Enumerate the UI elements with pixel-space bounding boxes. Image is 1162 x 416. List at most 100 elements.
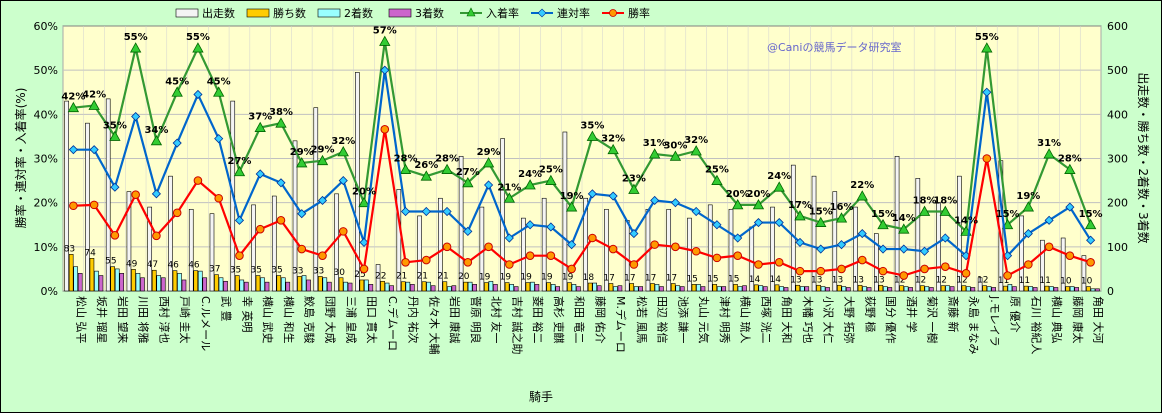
second-bar (883, 286, 888, 292)
third-bar (825, 287, 830, 292)
x-tick-label: 幸 英明 (240, 296, 254, 333)
top3-rate-label: 32% (684, 135, 708, 146)
top2-rate-point (919, 246, 930, 256)
win-rate-point (131, 190, 140, 200)
top3-rate-point (773, 181, 785, 192)
wins-count-label: 13 (853, 275, 864, 285)
top3-rate-point (545, 174, 557, 185)
wins-count-label: 13 (832, 275, 843, 285)
runs-bar (64, 100, 69, 292)
runs-bar (853, 206, 858, 292)
wins-bar (68, 254, 74, 292)
legend-swatch (388, 8, 412, 18)
top3-rate-point (192, 42, 204, 53)
wins-bar (587, 282, 593, 292)
top3-rate-label: 29% (477, 147, 501, 158)
second-bar (924, 286, 930, 292)
wins-bar (670, 283, 676, 292)
win-rate-point (816, 266, 826, 276)
top3-rate-label: 19% (1016, 191, 1040, 202)
wins-bar (691, 284, 697, 292)
win-rate-point (172, 208, 182, 218)
top2-rate-point (193, 89, 203, 100)
wins-count-label: 46 (167, 261, 179, 271)
third-bar (98, 275, 104, 292)
runs-bar (832, 191, 838, 292)
runs-bar (770, 206, 775, 292)
top2-rate-point (587, 189, 597, 199)
runs-bar (521, 217, 526, 292)
top3-rate-point (1043, 148, 1055, 159)
third-bar (929, 287, 934, 292)
wins-bar (982, 285, 987, 292)
x-tick-label: J.モレイラ (988, 295, 1001, 347)
wins-bar (878, 284, 884, 292)
runs-bar (126, 191, 132, 292)
x-tick-label: 武 豊 (220, 296, 233, 322)
top3-rate-point (337, 146, 349, 157)
runs-bar (562, 131, 568, 292)
win-rate-point (214, 193, 223, 203)
top3-rate-label: 55% (975, 32, 999, 43)
top3-rate-label: 24% (518, 169, 542, 180)
top3-rate-point (856, 190, 868, 201)
top3-rate-label: 18% (913, 196, 937, 207)
legend-swatch (246, 8, 270, 18)
y-right-tick: 500 (1107, 64, 1128, 77)
top2-rate-point (1086, 235, 1096, 245)
top3-rate-label: 31% (1037, 138, 1061, 149)
third-bar (368, 284, 374, 292)
win-rate-point (69, 201, 78, 211)
top3-rate-label: 20% (352, 187, 376, 198)
runs-bar (707, 204, 713, 292)
top3-rate-point (358, 196, 370, 208)
second-bar (467, 281, 473, 292)
wins-count-label: 12 (936, 276, 947, 286)
third-bar (430, 285, 436, 292)
second-bar (550, 284, 556, 292)
second-bar (841, 286, 847, 292)
second-bar (675, 285, 681, 292)
top3-rate-label: 15% (996, 209, 1020, 220)
third-bar (160, 277, 166, 292)
x-tick-label: 川田 将雅 (137, 296, 151, 344)
runs-bar (209, 213, 215, 292)
x-tick-label: 横山 典弘 (1050, 296, 1064, 344)
y-left-tick: 30% (34, 153, 58, 166)
top3-rate-label: 24% (767, 171, 791, 182)
legend-label: 勝ち数 (273, 6, 306, 20)
third-bar (659, 286, 664, 292)
wins-bar (1023, 285, 1029, 292)
y-left-tick: 50% (34, 64, 58, 77)
wins-bar (338, 277, 344, 292)
wins-bar (504, 282, 510, 292)
win-rate-point (442, 242, 452, 252)
second-bar (799, 286, 805, 292)
top3-rate-point (399, 163, 412, 174)
top3-rate-point (711, 174, 723, 185)
wins-count-label: 21 (437, 272, 448, 282)
wins-count-label: 33 (292, 266, 303, 276)
wins-bar (421, 281, 427, 292)
top3-rate-point (275, 117, 287, 128)
runs-bar (936, 202, 941, 292)
wins-bar (401, 281, 406, 292)
win-rate-point (629, 260, 639, 269)
win-rate-point (235, 251, 244, 260)
runs-bar (604, 208, 609, 292)
top3-rate-label: 25% (539, 165, 563, 176)
wins-bar (131, 269, 136, 292)
top2-rate-point (795, 237, 805, 247)
second-bar (114, 268, 120, 292)
top3-rate-label: 30% (663, 140, 687, 151)
top2-rate-point (131, 111, 141, 122)
top3-rate-point (316, 154, 329, 166)
top3-rate-label: 55% (186, 32, 210, 43)
top2-rate-point (317, 195, 328, 206)
wins-count-label: 19 (562, 273, 574, 283)
x-tick-label: 菅原 明良 (469, 296, 483, 344)
top3-rate-point (815, 216, 827, 227)
top3-rate-label: 27% (227, 156, 251, 167)
top2-rate-point (380, 65, 390, 75)
top3-rate-label: 45% (165, 76, 189, 87)
